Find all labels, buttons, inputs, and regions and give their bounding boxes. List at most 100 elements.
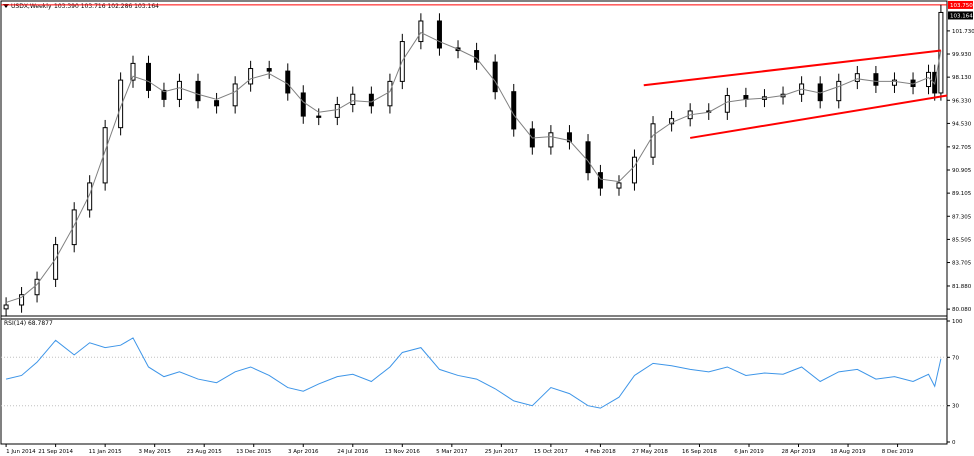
candle[interactable]: [836, 73, 842, 109]
candle[interactable]: [71, 202, 77, 253]
candle[interactable]: [232, 76, 238, 114]
candle[interactable]: [334, 96, 340, 126]
candle[interactable]: [492, 54, 498, 100]
candle[interactable]: [387, 73, 393, 114]
candle[interactable]: [350, 86, 356, 113]
candle-body: [3, 304, 9, 310]
current-price-badge: [948, 11, 973, 20]
rsi-tick-label: 70: [952, 355, 959, 361]
time-tick-label: 11 Jan 2015: [89, 449, 122, 455]
time-tick-label: 24 Jul 2016: [337, 449, 369, 455]
resistance-price-label: 103.750: [950, 3, 973, 9]
candle[interactable]: [34, 271, 40, 303]
candle-body: [34, 278, 40, 296]
price-tick-label: 89.105: [952, 191, 972, 197]
candle[interactable]: [511, 83, 517, 137]
channel-upper-line[interactable]: [643, 49, 942, 87]
candle[interactable]: [724, 87, 730, 120]
candle[interactable]: [474, 42, 480, 70]
candle[interactable]: [285, 63, 291, 101]
candle-body: [387, 80, 393, 107]
candle-body: [854, 73, 860, 82]
candle[interactable]: [248, 60, 254, 92]
candle[interactable]: [585, 134, 591, 181]
candle[interactable]: [130, 55, 136, 88]
candle[interactable]: [368, 86, 374, 114]
candle[interactable]: [566, 125, 572, 150]
header: USDX,Weekly 103.390 103.716 102.286 103.…: [3, 3, 159, 10]
candle[interactable]: [597, 164, 603, 196]
rsi-label: RSI(14) 68.7877: [4, 320, 53, 327]
price-tick-label: 83.705: [952, 261, 972, 267]
candle[interactable]: [418, 13, 424, 50]
candle-body: [266, 68, 272, 72]
time-tick-label: 3 May 2015: [138, 449, 171, 455]
price-tick-label: 99.930: [952, 52, 972, 58]
candle-body: [873, 73, 879, 86]
candle-body: [474, 50, 480, 63]
candle-body: [650, 123, 656, 158]
candle-body: [492, 61, 498, 93]
time-tick-label: 13 Nov 2016: [385, 449, 421, 455]
rsi-plot: [1, 337, 947, 409]
candle[interactable]: [161, 82, 167, 108]
candle-body: [368, 93, 374, 107]
channel-lower-line[interactable]: [690, 94, 948, 139]
candle[interactable]: [300, 85, 306, 124]
candle[interactable]: [214, 92, 220, 114]
candle-body: [300, 92, 306, 117]
candle-body: [585, 141, 591, 174]
candle[interactable]: [631, 149, 637, 191]
time-tick-label: 4 Feb 2018: [585, 449, 616, 455]
time-tick-label: 13 Dec 2015: [236, 449, 272, 455]
candle-body: [130, 62, 136, 81]
candle-body: [285, 70, 291, 94]
candle-body: [891, 79, 897, 86]
candle-body: [232, 83, 238, 107]
candle[interactable]: [436, 13, 442, 56]
candle[interactable]: [616, 175, 622, 196]
rsi-line: [5, 337, 942, 409]
candle[interactable]: [87, 175, 93, 218]
candle[interactable]: [548, 125, 554, 155]
candle-body: [511, 91, 517, 130]
candle[interactable]: [873, 65, 879, 93]
time-tick-label: 5 Mar 2017: [436, 449, 468, 455]
candle-body: [145, 62, 151, 91]
candle[interactable]: [118, 72, 124, 136]
price-tick-label: 101.730: [952, 29, 974, 35]
price-tick-label: 87.305: [952, 214, 972, 220]
candle-body: [418, 20, 424, 43]
time-tick-label: 27 May 2018: [632, 449, 668, 455]
candle-body: [436, 20, 442, 49]
candle-body: [53, 244, 59, 280]
candle-body: [597, 172, 603, 189]
candle[interactable]: [854, 65, 860, 90]
price-tick-label: 90.905: [952, 168, 972, 174]
candle[interactable]: [650, 116, 656, 165]
candle-body: [836, 80, 842, 102]
candle[interactable]: [266, 60, 272, 79]
time-axis: 1 Jun 2014 21 Sep 2014 11 Jan 2015 3 May 20…: [5, 444, 914, 455]
candle-body: [161, 89, 167, 100]
candle[interactable]: [19, 287, 25, 313]
price-tick-label: 81.880: [952, 284, 972, 290]
candle-body: [316, 115, 322, 118]
candle[interactable]: [891, 72, 897, 93]
time-tick-label: 23 Aug 2015: [187, 449, 223, 455]
candle[interactable]: [145, 55, 151, 99]
candle-body: [350, 93, 356, 106]
candle-body: [19, 294, 25, 306]
candle[interactable]: [3, 297, 9, 317]
candle[interactable]: [53, 236, 59, 288]
time-tick-label: 21 Sep 2014: [38, 449, 73, 455]
time-tick-label: 1 Jun 2014: [6, 449, 36, 455]
chart-frame: [0, 0, 948, 445]
candle-body: [724, 95, 730, 113]
candle-body: [176, 80, 182, 100]
candle[interactable]: [176, 73, 182, 108]
price-tick-label: 94.530: [952, 121, 972, 127]
candle[interactable]: [316, 108, 322, 126]
rsi-axis: 100 70 30 0: [947, 319, 963, 446]
candle[interactable]: [195, 73, 201, 109]
